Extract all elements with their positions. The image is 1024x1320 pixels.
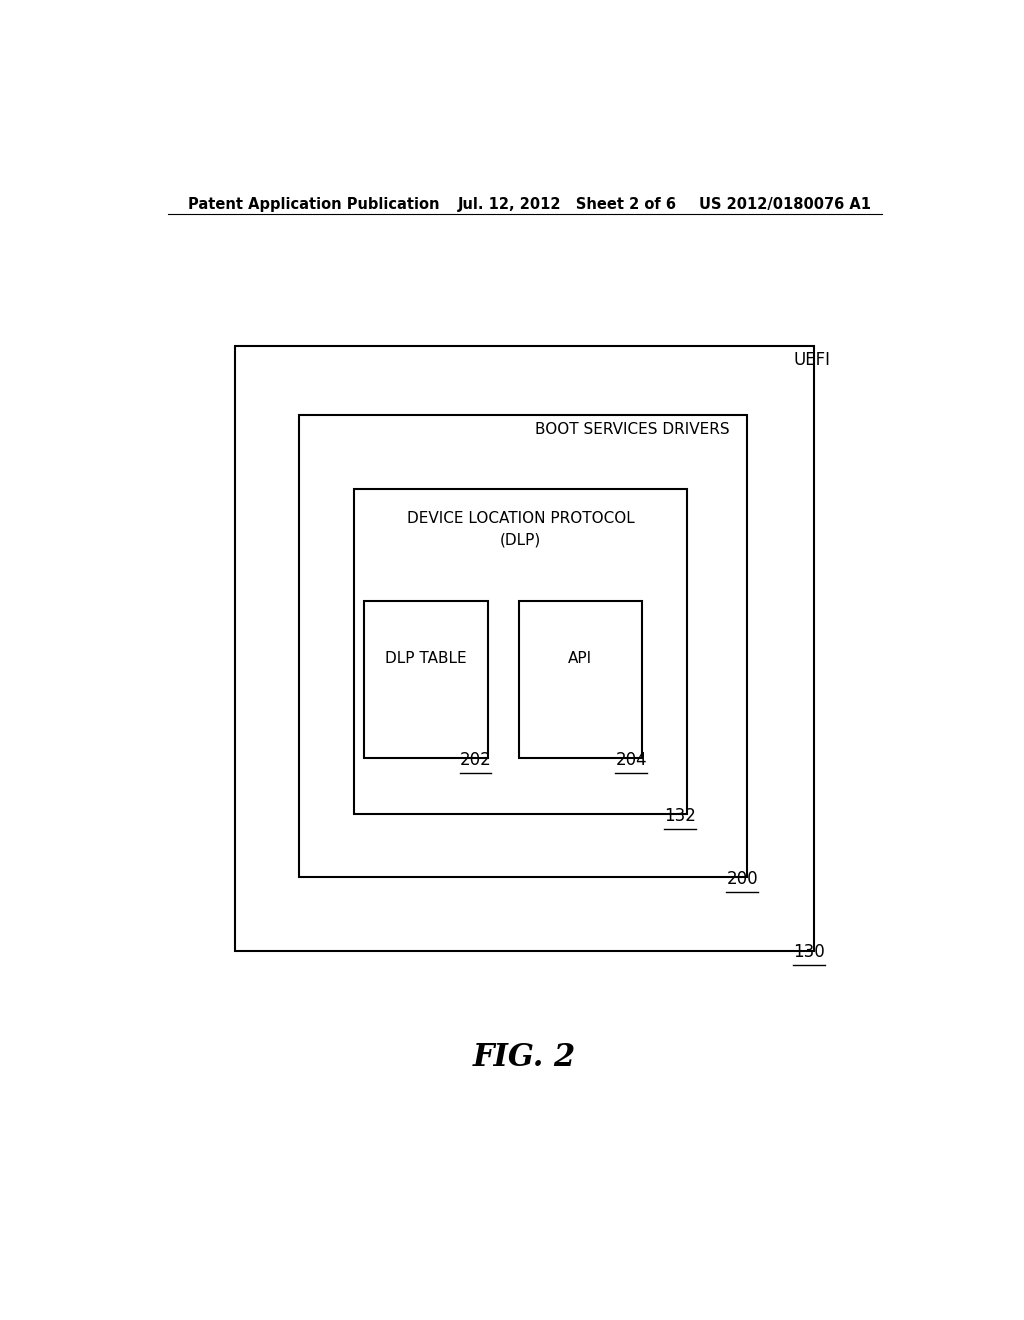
Text: API: API (568, 651, 593, 667)
Text: DLP TABLE: DLP TABLE (385, 651, 466, 667)
Bar (519, 601, 642, 758)
Text: (DLP): (DLP) (500, 533, 542, 548)
Text: Patent Application Publication: Patent Application Publication (187, 197, 439, 211)
Bar (354, 488, 687, 814)
Text: Jul. 12, 2012   Sheet 2 of 6: Jul. 12, 2012 Sheet 2 of 6 (458, 197, 676, 211)
Text: 200: 200 (726, 870, 758, 888)
Text: US 2012/0180076 A1: US 2012/0180076 A1 (699, 197, 871, 211)
Text: FIG. 2: FIG. 2 (473, 1043, 577, 1073)
Bar (365, 601, 487, 758)
Text: DEVICE LOCATION PROTOCOL: DEVICE LOCATION PROTOCOL (407, 511, 635, 527)
Text: BOOT SERVICES DRIVERS: BOOT SERVICES DRIVERS (535, 422, 729, 437)
Bar (236, 346, 814, 952)
Text: 202: 202 (460, 751, 492, 770)
Text: 132: 132 (664, 807, 695, 825)
Text: 130: 130 (793, 942, 824, 961)
Text: 204: 204 (615, 751, 647, 770)
Text: UEFI: UEFI (793, 351, 830, 368)
Bar (299, 414, 748, 876)
